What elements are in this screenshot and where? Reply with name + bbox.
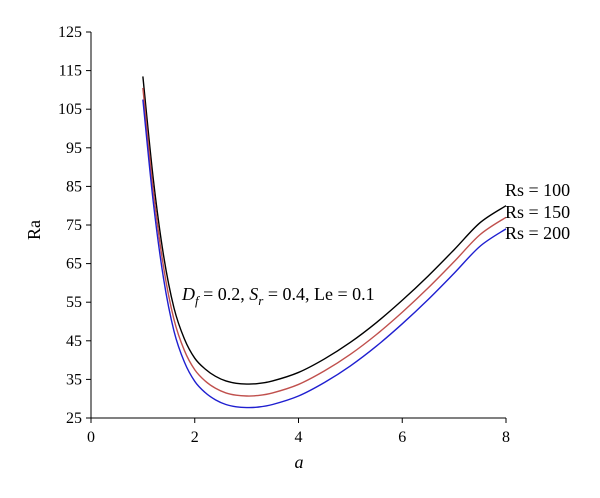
- x-tick-label: 6: [398, 429, 406, 446]
- y-tick-label: 35: [66, 371, 82, 388]
- x-ticks: 0 2 4 6 8: [87, 418, 510, 446]
- series-lines: [142, 76, 507, 409]
- annot-s: S: [249, 284, 258, 304]
- x-axis-title: a: [295, 452, 304, 472]
- axes: [90, 32, 506, 419]
- annot-sr-value: = 0.4, Le = 0.1: [263, 284, 374, 304]
- y-axis-title: Ra: [24, 220, 44, 240]
- y-tick-label: 55: [66, 294, 82, 311]
- series-line-1: [142, 76, 507, 385]
- parameter-annotation: Df = 0.2, Sr = 0.4, Le = 0.1: [181, 284, 375, 308]
- y-tick-label: 25: [66, 410, 82, 427]
- y-tick-label: 115: [59, 63, 82, 80]
- y-tick-label: 125: [58, 24, 82, 41]
- annot-f-subscript: f: [195, 293, 201, 308]
- annot-df-value: = 0.2,: [199, 284, 250, 304]
- series-label-rs150: Rs = 150: [505, 202, 570, 222]
- series-label-rs200: Rs = 200: [505, 223, 570, 243]
- series-line-3: [142, 99, 507, 409]
- y-tick-label: 75: [66, 217, 82, 234]
- y-tick-label: 95: [66, 140, 82, 157]
- x-tick-label: 0: [87, 429, 95, 446]
- x-tick-label: 8: [502, 429, 510, 446]
- x-tick-label: 2: [191, 429, 199, 446]
- annot-r-subscript: r: [258, 293, 264, 308]
- y-tick-label: 105: [58, 101, 82, 118]
- y-tick-label: 45: [66, 333, 82, 350]
- series-label-rs100: Rs = 100: [505, 180, 570, 200]
- annot-d: D: [181, 284, 195, 304]
- y-tick-label: 85: [66, 178, 82, 195]
- series-line-2: [142, 87, 507, 397]
- x-tick-label: 4: [295, 429, 303, 446]
- y-tick-label: 65: [66, 256, 82, 273]
- y-ticks: 25 35 45 55 65 75 85 95 105 115 125: [58, 24, 91, 427]
